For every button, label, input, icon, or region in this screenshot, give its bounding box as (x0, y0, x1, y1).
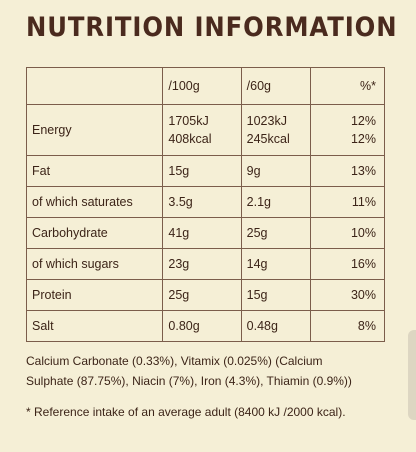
ingredient-notes: Calcium Carbonate (0.33%), Vitamix (0.02… (26, 351, 406, 391)
energy-per-100g-kj: 1705kJ (168, 114, 209, 128)
energy-per-100g: 1705kJ 408kcal (162, 104, 242, 156)
energy-pct-kcal: 12% (350, 132, 376, 146)
row-label: Carbohydrate (25, 217, 164, 249)
page-title: NUTRITION INFORMATION (26, 12, 398, 43)
table-row-fat: Fat 15g 9g 13% (25, 155, 386, 187)
header-reference-intake: %* (309, 67, 386, 105)
page-edge-decoration (408, 330, 416, 420)
row-pct: 16% (309, 248, 386, 280)
row-per-100g: 41g (162, 217, 242, 249)
table-row-energy: Energy 1705kJ 408kcal 1023kJ 245kcal 12%… (25, 104, 386, 156)
energy-per-60g-kcal: 245kcal (246, 132, 290, 146)
energy-per-60g: 1023kJ 245kcal (240, 104, 311, 156)
energy-per-100g-kcal: 408kcal (168, 132, 212, 146)
row-label: Fat (25, 155, 164, 187)
table-row-protein: Protein 25g 15g 30% (25, 279, 386, 311)
table-row-saturates: of which saturates 3.5g 2.1g 11% (25, 186, 386, 218)
row-per-60g: 2.1g (240, 186, 311, 218)
row-pct: 11% (309, 186, 386, 218)
energy-label: Energy (25, 104, 164, 156)
header-nutrient (25, 67, 164, 105)
row-per-60g: 15g (240, 279, 311, 311)
row-label: Protein (25, 279, 164, 311)
row-pct: 13% (309, 155, 386, 187)
energy-pct-kj: 12% (350, 114, 376, 128)
row-pct: 10% (309, 217, 386, 249)
row-label: of which saturates (25, 186, 164, 218)
row-per-60g: 0.48g (240, 310, 311, 342)
energy-per-60g-kj: 1023kJ (246, 114, 287, 128)
table-header-row: /100g /60g %* (25, 67, 386, 105)
row-per-60g: 9g (240, 155, 311, 187)
row-per-60g: 25g (240, 217, 311, 249)
row-per-100g: 3.5g (162, 186, 242, 218)
row-label: Salt (25, 310, 164, 342)
row-per-100g: 25g (162, 279, 242, 311)
table-row-sugars: of which sugars 23g 14g 16% (25, 248, 386, 280)
header-per-60g: /60g (240, 67, 311, 105)
row-pct: 30% (309, 279, 386, 311)
nutrition-table: /100g /60g %* Energy 1705kJ 408kcal 1023… (25, 67, 386, 342)
header-per-100g: /100g (162, 67, 242, 105)
table-row-salt: Salt 0.80g 0.48g 8% (25, 310, 386, 342)
row-label: of which sugars (25, 248, 164, 280)
row-per-100g: 15g (162, 155, 242, 187)
ingredient-notes-line-2: Sulphate (87.75%), Niacin (7%), Iron (4.… (26, 374, 352, 388)
row-per-60g: 14g (240, 248, 311, 280)
reference-intake-footnote: * Reference intake of an average adult (… (26, 405, 346, 419)
ingredient-notes-line-1: Calcium Carbonate (0.33%), Vitamix (0.02… (26, 354, 323, 368)
table-row-carbohydrate: Carbohydrate 41g 25g 10% (25, 217, 386, 249)
row-per-100g: 0.80g (162, 310, 242, 342)
row-pct: 8% (309, 310, 386, 342)
row-per-100g: 23g (162, 248, 242, 280)
energy-pct: 12% 12% (309, 104, 386, 156)
